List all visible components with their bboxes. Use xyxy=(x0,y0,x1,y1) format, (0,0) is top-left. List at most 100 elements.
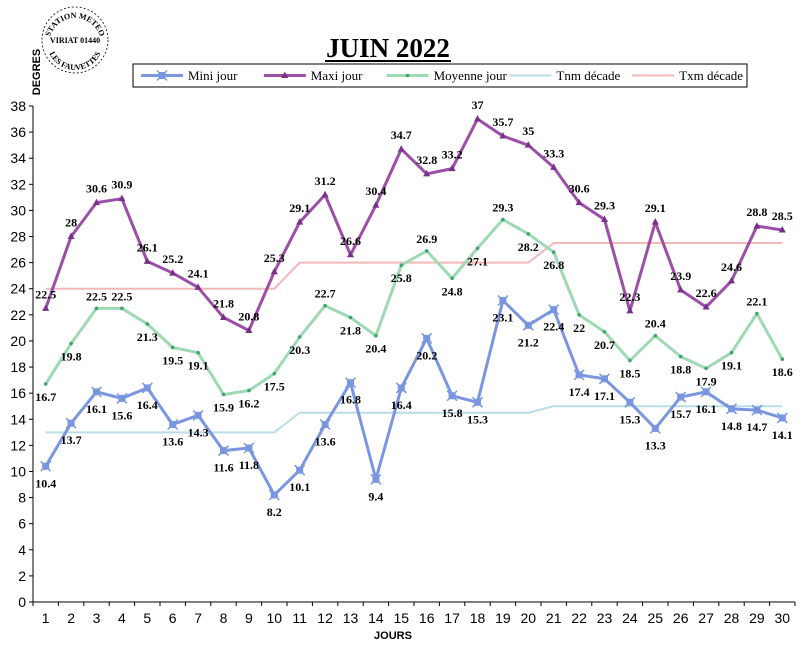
data-point-stroke xyxy=(624,396,636,408)
series-mini-jour xyxy=(40,294,788,501)
x-tick-label: 9 xyxy=(245,610,253,626)
data-label: 14.7 xyxy=(746,420,767,434)
data-label: 25.2 xyxy=(162,252,183,266)
data-label: 10.4 xyxy=(35,476,56,490)
stamp-ring xyxy=(41,6,109,74)
data-point xyxy=(677,286,685,293)
data-label: 16.1 xyxy=(696,402,717,416)
data-label: 18.8 xyxy=(670,363,691,377)
data-point-stroke xyxy=(446,390,458,402)
data-point xyxy=(297,335,302,339)
data-point-stroke xyxy=(167,418,179,431)
x-tick-label: 6 xyxy=(169,610,177,626)
x-tick-label: 5 xyxy=(143,610,151,626)
data-label: 22.4 xyxy=(543,320,564,334)
data-label: 33.3 xyxy=(543,146,564,160)
legend-item: Txm décade xyxy=(632,68,743,83)
data-label: 21.3 xyxy=(137,330,158,344)
data-label: 25.3 xyxy=(264,251,285,265)
data-point xyxy=(526,232,531,236)
data-point xyxy=(220,313,227,320)
y-tick-label: 20 xyxy=(10,333,26,349)
data-point xyxy=(678,354,683,359)
data-label: 11.6 xyxy=(213,461,233,475)
data-label: 18.5 xyxy=(619,367,640,381)
series-maxi-jour xyxy=(42,115,786,334)
data-point xyxy=(651,218,659,225)
x-tick-label: 23 xyxy=(597,610,613,626)
data-label: 16.4 xyxy=(391,398,412,412)
x-tick-label: 25 xyxy=(648,610,664,626)
data-point-stroke xyxy=(344,377,357,389)
y-tick-label: 2 xyxy=(18,568,26,584)
data-label: 28.5 xyxy=(772,209,793,223)
y-tick-label: 10 xyxy=(10,463,26,479)
y-tick-label: 6 xyxy=(18,516,26,532)
data-point-stroke xyxy=(319,418,331,431)
x-tick-label: 16 xyxy=(419,610,435,626)
data-label: 15.9 xyxy=(213,400,234,414)
data-point-stroke xyxy=(192,409,204,421)
series-line xyxy=(44,117,783,333)
data-label: 28 xyxy=(65,216,77,230)
data-label: 22 xyxy=(573,321,585,335)
data-label: 34.7 xyxy=(391,128,412,142)
x-tick-label: 1 xyxy=(42,610,50,626)
data-label: 23.9 xyxy=(670,269,691,283)
x-tick-label: 12 xyxy=(317,610,333,626)
data-point xyxy=(474,115,481,122)
data-label: 21.8 xyxy=(340,323,361,337)
data-label: 32.8 xyxy=(416,153,437,167)
data-point xyxy=(704,366,708,371)
data-point xyxy=(524,141,532,148)
data-point xyxy=(247,388,251,393)
data-point xyxy=(653,333,658,338)
x-tick-label: 3 xyxy=(93,610,101,626)
data-label: 31.2 xyxy=(315,174,336,188)
data-label: 30.9 xyxy=(111,178,132,192)
data-point xyxy=(778,226,786,233)
data-point xyxy=(499,132,507,139)
stamp-text-top: STATION METEO xyxy=(43,11,106,38)
data-point xyxy=(626,306,634,314)
data-point-stroke xyxy=(294,464,306,476)
data-point-stroke xyxy=(776,412,788,424)
data-point xyxy=(423,169,431,177)
data-label: 17.1 xyxy=(594,389,615,403)
data-label: 37 xyxy=(472,98,484,112)
data-label: 15.3 xyxy=(467,412,488,426)
data-label: 21.2 xyxy=(518,335,539,349)
data-label: 21.8 xyxy=(213,296,234,310)
legend-swatch-marker-stroke xyxy=(156,69,168,82)
data-label: 20.2 xyxy=(416,348,437,362)
x-tick-label: 28 xyxy=(724,610,740,626)
data-point xyxy=(753,222,761,229)
data-label: 15.7 xyxy=(670,407,691,421)
data-point-stroke xyxy=(649,422,661,434)
data-label: 22.5 xyxy=(35,287,56,301)
data-point-stroke xyxy=(751,404,763,416)
data-point xyxy=(728,276,735,284)
data-point xyxy=(272,371,277,376)
data-label: 19.8 xyxy=(61,350,82,364)
legend-label: Moyenne jour xyxy=(434,68,508,83)
y-tick-label: 22 xyxy=(10,307,26,323)
data-point-stroke xyxy=(141,382,153,394)
data-point xyxy=(450,276,454,281)
y-tick-label: 18 xyxy=(10,359,26,375)
x-tick-label: 26 xyxy=(673,610,689,626)
legend-swatch-marker xyxy=(281,71,289,78)
data-point xyxy=(145,322,150,326)
data-label: 35 xyxy=(522,124,534,138)
y-tick-label: 14 xyxy=(10,411,26,427)
data-label: 10.1 xyxy=(289,480,310,494)
data-point xyxy=(577,313,581,317)
legend-label: Txm décade xyxy=(679,68,743,83)
series-tnm-d-cade xyxy=(45,405,783,434)
data-point xyxy=(67,232,75,240)
series-moyenne-jour xyxy=(43,217,785,397)
x-tick-label: 15 xyxy=(394,610,410,626)
data-label: 16.2 xyxy=(238,397,259,411)
data-point xyxy=(118,194,126,202)
